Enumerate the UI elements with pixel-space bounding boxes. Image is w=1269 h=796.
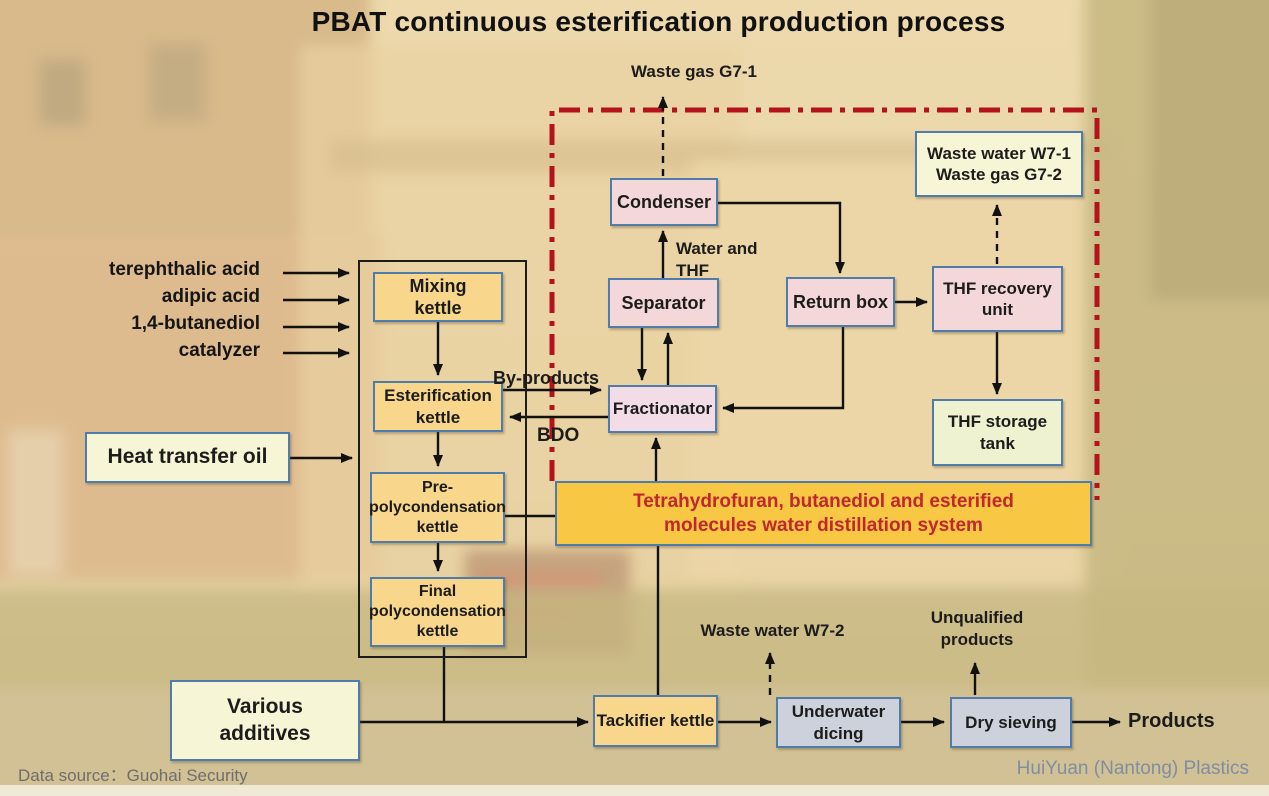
label-bdo: BDO: [537, 425, 580, 446]
label-water-and-thf: Water and THF: [676, 239, 758, 281]
node-waste-outputs-w71-g72: Waste water W7-1 Waste gas G7-2: [915, 131, 1083, 197]
node-fractionator: Fractionator: [608, 385, 717, 433]
node-final-polycondensation-kettle: Final polycondensation kettle: [369, 577, 506, 647]
node-return-box: Return box: [786, 277, 895, 327]
node-heat-transfer-oil: Heat transfer oil: [85, 432, 290, 483]
input-adipic-acid: adipic acid: [161, 286, 260, 307]
label-products: Products: [1128, 710, 1215, 732]
node-mixing-kettle: Mixing kettle: [373, 272, 503, 322]
label-unqualified-products: Unqualified products: [930, 608, 1024, 650]
label-waste-water-w72: Waste water W7-2: [700, 621, 845, 640]
kettle-train-frame: [358, 260, 527, 658]
input-catalyzer: catalyzer: [178, 340, 260, 361]
input-terephthalic-acid: terephthalic acid: [109, 259, 260, 280]
node-distillation-system-banner: Tetrahydrofuran, butanediol and esterifi…: [555, 481, 1092, 546]
label-by-products: By-products: [493, 368, 600, 388]
node-tackifier-kettle: Tackifier kettle: [593, 695, 718, 747]
data-source-note: Data source：Guohai Security: [18, 766, 248, 785]
node-thf-storage-tank: THF storage tank: [932, 399, 1063, 466]
node-esterification-kettle: Esterification kettle: [373, 381, 503, 432]
node-dry-sieving: Dry sieving: [950, 697, 1072, 748]
node-separator: Separator: [608, 278, 719, 328]
node-various-additives: Various additives: [170, 680, 360, 761]
node-pre-polycondensation-kettle: Pre- polycondensation kettle: [369, 472, 506, 543]
label-waste-gas-g71: Waste gas G7-1: [631, 62, 757, 81]
arrow-returnbox-to-fractionator: [722, 327, 845, 413]
bottom-strip: [0, 785, 1269, 796]
company-watermark: HuiYuan (Nantong) Plastics: [1016, 758, 1249, 779]
input-butanediol: 1,4-butanediol: [131, 313, 260, 334]
node-thf-recovery-unit: THF recovery unit: [932, 266, 1063, 332]
page-title: PBAT continuous esterification productio…: [311, 6, 1006, 37]
node-underwater-dicing: Underwater dicing: [776, 697, 901, 748]
node-condenser: Condenser: [610, 178, 718, 226]
